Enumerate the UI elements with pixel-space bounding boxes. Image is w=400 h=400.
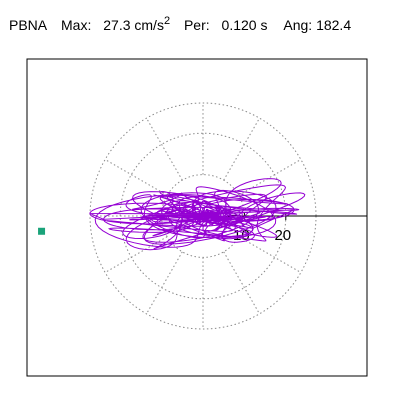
max-unit: cm/s2	[134, 15, 171, 33]
grid-spoke-150	[104, 159, 168, 196]
per-label: Per:	[183, 17, 210, 33]
grid-spoke-120	[146, 117, 183, 181]
station-code: PBNA	[9, 17, 48, 33]
grid-spoke-300	[223, 251, 260, 315]
grid-spoke-60	[223, 117, 260, 181]
ang-value: 182.4	[316, 17, 352, 33]
per-value: 0.120 s	[221, 17, 268, 33]
orbit-trace	[89, 178, 306, 251]
grid-spoke-240	[146, 251, 183, 315]
max-value: 27.3	[103, 17, 131, 33]
grid-spoke-30	[238, 159, 302, 196]
max-label: Max:	[61, 17, 92, 33]
ang-label: Ang:	[283, 17, 313, 33]
chart-header: PBNA Max: 27.3 cm/s2 Per: 0.120 s Ang: 1…	[9, 16, 351, 34]
plot-frame	[26, 58, 368, 377]
peak-marker	[38, 227, 46, 235]
tick-label-20: 20	[274, 227, 291, 244]
